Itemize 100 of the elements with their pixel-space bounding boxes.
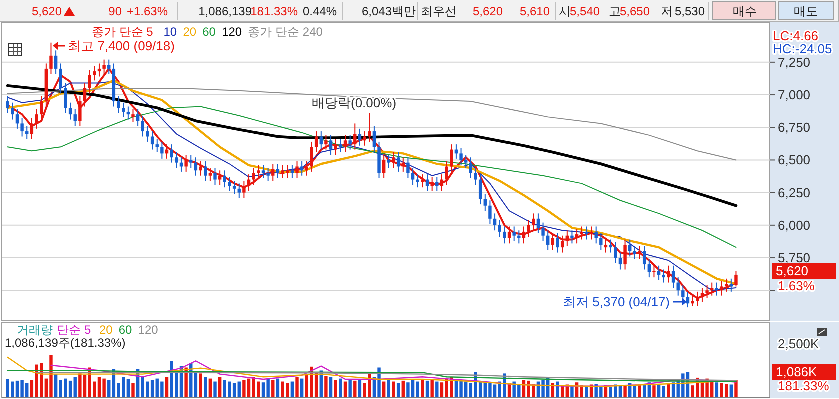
line-series — [6, 84, 738, 208]
bar — [218, 377, 222, 398]
candlestick — [136, 108, 140, 127]
candlestick — [575, 228, 579, 244]
candlestick — [310, 141, 314, 172]
text: 5,610 — [520, 4, 550, 18]
candlestick — [11, 102, 14, 120]
candlestick — [469, 157, 473, 179]
text: 181.33% — [778, 378, 830, 394]
y-tick-label: 6,250 — [778, 185, 811, 200]
candlestick — [35, 108, 38, 130]
bar — [426, 380, 430, 398]
bar — [624, 386, 627, 398]
text: 5,650 — [620, 4, 650, 18]
candlestick — [252, 168, 256, 186]
text: 5,620 — [776, 264, 809, 278]
candlestick — [657, 265, 661, 281]
candlestick — [676, 277, 680, 296]
candlestick — [16, 108, 20, 130]
text: 종가 단순 5 — [92, 25, 154, 39]
candlestick — [40, 96, 44, 120]
bar — [339, 378, 342, 398]
candlestick — [218, 170, 222, 186]
candlestick — [474, 168, 478, 186]
text: 매도 — [794, 4, 818, 18]
candlestick — [580, 226, 584, 240]
candlestick — [314, 131, 318, 153]
y-tick-label: 6,500 — [778, 152, 811, 168]
candlestick — [238, 183, 241, 199]
candlestick — [98, 63, 102, 78]
candlestick — [208, 168, 212, 182]
candlestick — [223, 170, 226, 188]
bar — [74, 377, 77, 398]
candlestick — [363, 131, 366, 146]
bar — [402, 380, 405, 398]
candlestick — [426, 174, 430, 192]
legend-title: 거래량 — [17, 323, 53, 337]
candlestick — [199, 161, 202, 176]
candlestick — [662, 269, 666, 284]
candlestick — [300, 161, 304, 176]
candlestick — [667, 265, 670, 284]
bar — [358, 380, 362, 398]
candlestick — [551, 232, 555, 251]
bar — [126, 379, 130, 398]
candlestick — [715, 282, 719, 296]
candlestick — [204, 161, 208, 182]
candlestick — [445, 161, 448, 186]
bar — [324, 376, 328, 398]
text: 5,540 — [570, 4, 600, 18]
annotation: 최고 7,400 (09/18) — [68, 38, 175, 54]
text: 종가 단순 240 — [248, 25, 324, 39]
text: 181.33% — [250, 4, 298, 18]
candlestick — [430, 176, 434, 192]
annotation: 배당락(0.00%) — [312, 96, 397, 110]
bar — [344, 382, 348, 398]
candlestick — [150, 131, 154, 150]
candlestick — [396, 152, 400, 172]
candlestick — [436, 176, 439, 192]
annotation: 최저 5,370 (04/17) — [563, 294, 670, 310]
line-series — [7, 88, 737, 161]
candlestick — [20, 118, 24, 138]
candlestick — [50, 42, 53, 75]
candlestick — [546, 230, 550, 251]
candlestick — [594, 226, 598, 244]
candlestick — [64, 82, 68, 114]
candlestick — [320, 131, 323, 150]
bar — [396, 383, 400, 398]
text: 5,620 — [32, 4, 62, 18]
candlestick — [26, 126, 29, 140]
candlestick — [421, 174, 424, 188]
y-tick-label: 6,000 — [778, 218, 811, 233]
candlestick — [585, 226, 588, 240]
candlestick — [329, 134, 333, 156]
candlestick — [146, 126, 150, 142]
bar — [436, 382, 439, 398]
candlestick — [488, 200, 492, 225]
candlestick — [141, 115, 144, 138]
candlestick — [382, 154, 386, 179]
text: 2,500K — [778, 336, 820, 352]
bar — [734, 380, 738, 398]
candlestick — [503, 226, 506, 244]
candlestick — [464, 154, 468, 169]
candlestick — [570, 230, 574, 244]
candlestick — [6, 96, 10, 114]
candlestick — [348, 134, 352, 150]
candlestick — [628, 239, 632, 258]
text: 0.44% — [302, 4, 338, 18]
bar — [715, 382, 719, 398]
candlestick — [184, 154, 188, 172]
candlestick — [324, 134, 328, 150]
candlestick — [170, 144, 174, 164]
bar — [652, 386, 656, 398]
bar — [329, 377, 333, 398]
candlestick — [339, 138, 342, 153]
candlestick — [720, 280, 724, 296]
text: 90 — [108, 4, 122, 18]
candlestick — [566, 230, 569, 247]
candlestick — [512, 226, 516, 242]
text: 매수 — [733, 4, 757, 18]
candlestick — [83, 82, 87, 108]
